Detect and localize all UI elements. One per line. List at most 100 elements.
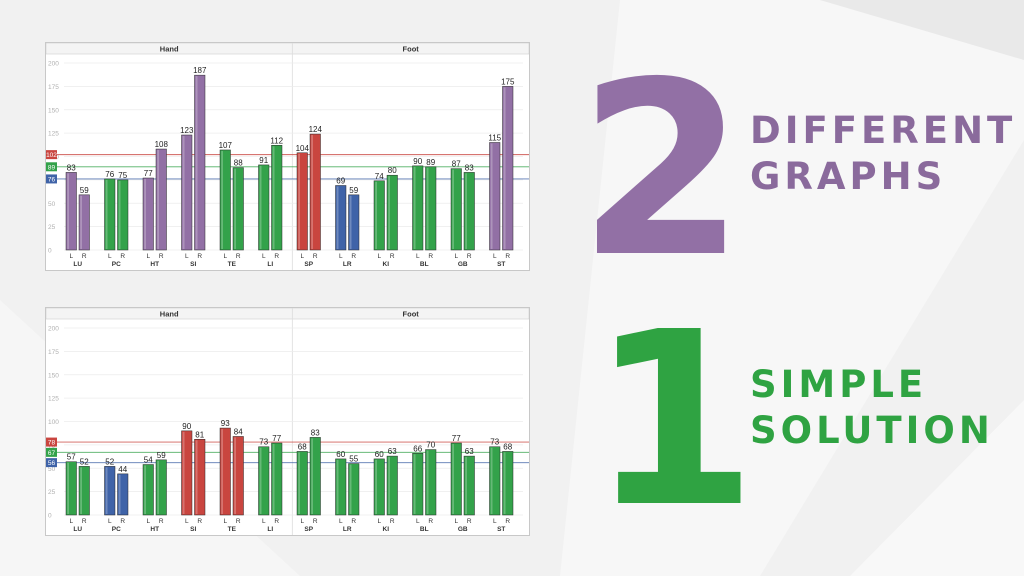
bottom-bar-highlight (221, 429, 223, 514)
bottom-bar-highlight (426, 450, 429, 514)
bottom-reference-badge-blue (46, 458, 57, 468)
bottom-bar-bl-r (425, 449, 437, 516)
top-bar-lr-l (335, 185, 347, 251)
bottom-category-label-bl: BL (420, 526, 429, 533)
top-value-label: 107 (219, 141, 233, 150)
top-bar-highlight (413, 166, 416, 249)
bottom-reference-badge-red (46, 437, 57, 447)
headline-number-two: 2 (578, 30, 745, 310)
bottom-side-label: L (339, 518, 343, 525)
top-bar-highlight (298, 153, 300, 249)
top-side-label: L (300, 253, 304, 260)
bottom-side-label: L (454, 518, 458, 525)
bottom-value-label: 55 (349, 455, 358, 464)
top-bar-ki-l (373, 180, 385, 251)
top-bar-highlight (221, 150, 223, 249)
top-bar-te-l (219, 149, 231, 251)
top-category-label-lu: LU (73, 261, 82, 268)
bottom-bar-gb-r (463, 455, 475, 516)
top-chart: HandFoot0255075100125150175200102897683L… (45, 42, 530, 271)
bottom-bar-lu-r (78, 466, 90, 516)
bottom-bar-highlight (234, 437, 236, 514)
bottom-value-label: 68 (298, 442, 307, 451)
bottom-side-label: R (82, 518, 87, 525)
top-category-label-st: ST (497, 261, 505, 268)
top-value-label: 108 (155, 140, 169, 149)
top-side-label: L (377, 253, 381, 260)
bottom-value-label: 83 (311, 428, 320, 437)
bottom-side-label: R (197, 518, 202, 525)
bottom-side-label: L (493, 518, 497, 525)
bottom-reference-label-green: 67 (48, 450, 56, 457)
bottom-bar-highlight (298, 452, 300, 514)
bottom-bar-highlight (349, 464, 352, 514)
top-bar-highlight (259, 165, 262, 249)
top-side-label: R (505, 253, 510, 260)
headline-top-line2: GRAPHS (750, 155, 947, 198)
top-category-label-bl: BL (420, 261, 429, 268)
bottom-y-tick-label: 150 (48, 372, 59, 379)
top-y-tick-label: 125 (48, 131, 59, 138)
top-side-label: R (236, 253, 241, 260)
top-bar-highlight (388, 176, 390, 249)
top-bar-li-r (271, 145, 283, 251)
bottom-value-label: 73 (490, 438, 499, 447)
top-bar-highlight (375, 181, 377, 249)
top-bar-bl-r (425, 166, 437, 251)
bottom-category-label-li: LI (267, 526, 273, 533)
top-section-foot: Foot (403, 45, 420, 54)
top-reference-badge-green (46, 162, 57, 172)
bottom-value-label: 93 (221, 419, 230, 428)
bottom-side-label: R (390, 518, 395, 525)
bottom-bar-gb-l (450, 442, 462, 516)
top-bar-lu-l (65, 172, 77, 251)
top-category-label-pc: PC (112, 261, 121, 268)
bottom-bar-ht-l (142, 464, 154, 516)
top-value-label: 80 (388, 166, 397, 175)
bottom-bar-pc-l (104, 466, 116, 516)
top-bar-highlight (67, 173, 69, 249)
bottom-value-label: 44 (118, 465, 127, 474)
top-category-label-sp: SP (304, 261, 313, 268)
bottom-side-label: R (274, 518, 279, 525)
bottom-side-label: R (313, 518, 318, 525)
top-category-label-lr: LR (343, 261, 352, 268)
headline-top-line1: DIFFERENT (750, 109, 1017, 152)
top-bar-ki-r (386, 174, 398, 251)
top-bar-highlight (452, 169, 454, 249)
bottom-bar-highlight (388, 457, 390, 514)
top-value-label: 123 (180, 126, 194, 135)
top-side-label: L (146, 253, 150, 260)
bottom-bar-highlight (144, 465, 146, 514)
bottom-side-label: L (262, 518, 266, 525)
bottom-value-label: 59 (157, 451, 166, 460)
headline-bottom-line2: SOLUTION (750, 409, 994, 452)
bottom-value-label: 68 (503, 442, 512, 451)
top-value-label: 90 (413, 157, 422, 166)
bottom-category-label-ki: KI (383, 526, 390, 533)
top-bar-gb-l (450, 168, 462, 251)
bottom-section-hand: Hand (160, 310, 179, 319)
top-value-label: 124 (309, 125, 323, 134)
top-chart-svg: HandFoot0255075100125150175200102897683L… (46, 43, 529, 270)
top-value-label: 115 (488, 133, 501, 142)
bottom-value-label: 63 (388, 447, 397, 456)
top-bar-st-r (502, 86, 514, 251)
bottom-bar-highlight (259, 447, 262, 514)
top-reference-badge-red (46, 150, 57, 160)
bottom-bar-st-l (489, 446, 501, 516)
top-side-label: R (82, 253, 87, 260)
top-y-tick-label: 200 (48, 61, 59, 68)
top-bar-bl-l (412, 165, 424, 251)
bottom-bar-te-r (232, 436, 244, 516)
top-value-label: 69 (336, 176, 345, 185)
top-category-label-ht: HT (150, 261, 159, 268)
bottom-category-label-lr: LR (343, 526, 352, 533)
bottom-bar-ki-r (386, 455, 398, 516)
top-side-label: L (454, 253, 458, 260)
bottom-value-label: 90 (182, 422, 191, 431)
top-bar-si-r (194, 74, 206, 251)
bottom-bar-highlight (490, 447, 493, 514)
bottom-bar-highlight (80, 467, 82, 514)
top-bar-highlight (490, 143, 493, 249)
